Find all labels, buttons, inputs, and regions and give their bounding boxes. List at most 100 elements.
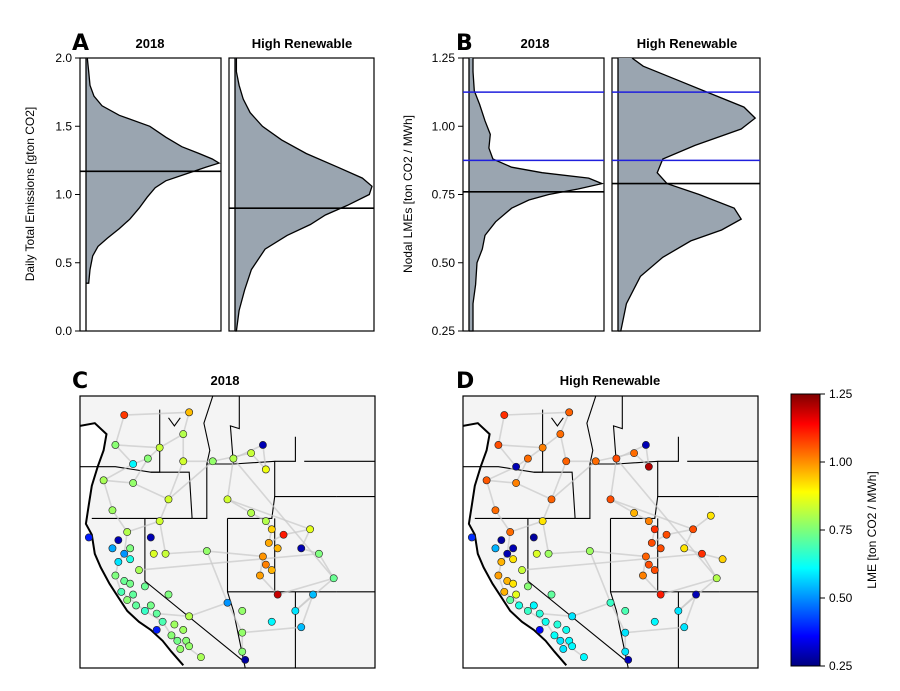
panel-c-node [123, 596, 132, 604]
panel-d-node [553, 620, 562, 629]
colorbar-tick-label: 0.25 [829, 659, 853, 673]
panel-d-transmission-line [666, 528, 694, 536]
panel-c-transmission-line [277, 577, 334, 596]
panel-d-node [467, 533, 476, 542]
panel-a-title-2018: 2018 [136, 36, 165, 51]
panel-d-node [524, 582, 532, 591]
panel-d-transmission-line [625, 626, 685, 634]
panel-c-node [256, 571, 264, 580]
panel-d-node [562, 457, 571, 466]
panel-c-node [126, 579, 135, 588]
panel-c-transmission-line [126, 520, 160, 533]
panel-d-transmission-line [677, 593, 697, 612]
panel-d-node [509, 544, 518, 553]
panel-d-state-border-7 [589, 396, 623, 465]
panel-c-transmission-line [283, 528, 311, 536]
panel-d-transmission-line [486, 465, 517, 482]
panel-c-node [161, 549, 170, 558]
panel-b-ytick-label: 0.75 [432, 188, 456, 202]
panel-a-density-fill-1 [235, 58, 372, 331]
panel-c-node [179, 430, 188, 438]
panel-c-node [202, 547, 211, 555]
panel-c-node [126, 555, 135, 564]
panel-c-node [297, 544, 306, 553]
panel-c-transmission-line [206, 550, 229, 604]
panel-c-node [197, 653, 205, 662]
panel-d-transmission-line [497, 414, 506, 446]
panel-d-node [630, 509, 638, 517]
panel-c-node [264, 538, 273, 547]
panel-c-node [238, 647, 247, 656]
panel-c-node [123, 528, 132, 536]
panel-c-node [99, 476, 108, 485]
panel-c-node [155, 443, 164, 452]
panel-d-transmission-line [550, 460, 567, 500]
panel-a-frame-1 [228, 57, 375, 332]
panel-d-node [606, 495, 615, 504]
panel-c-transmission-line [232, 458, 335, 579]
panel-c-transmission-line [206, 550, 263, 558]
panel-d-node [689, 525, 697, 534]
panel-c-transmission-line [132, 482, 169, 501]
panel-c-node [315, 549, 323, 558]
panel-c-transmission-line [259, 574, 279, 596]
panel-d-node [547, 590, 556, 599]
panel-c-node [267, 617, 276, 626]
panel-d-transmission-line [541, 520, 550, 554]
panel-c-node [306, 525, 314, 534]
panel-d-node [515, 601, 523, 610]
panel-c-transmission-line [103, 479, 134, 484]
panel-c-transmission-line [159, 433, 184, 449]
panel-d-transmission-line [559, 433, 568, 462]
panel-d-title: High Renewable [560, 373, 660, 388]
panel-c-node [129, 460, 137, 468]
panel-c-node [146, 533, 155, 542]
panel-c-ocean [80, 423, 184, 668]
panel-c-node [176, 645, 185, 653]
panel-a-ytick-label: 2.0 [55, 51, 72, 65]
panel-c-transmission-line [158, 520, 167, 554]
panel-c-state-border-9 [274, 436, 296, 462]
panel-c-node [223, 598, 232, 607]
panel-b-ylabel: Nodal LMEs [ton CO2 / MWh] [401, 115, 415, 273]
panel-c-node [114, 558, 123, 566]
panel-d-node [650, 525, 659, 534]
panel-d-transmission-line [548, 550, 590, 555]
panel-c-node [132, 601, 140, 610]
panel-c-transmission-line [294, 593, 314, 612]
panel-c-transmission-line [120, 591, 146, 612]
panel-d-transmission-line [642, 574, 662, 596]
panel-d-node [556, 430, 565, 438]
panel-d-transmission-line [503, 591, 529, 612]
panel-c-node [241, 655, 250, 664]
panel-c-state-border-16 [168, 417, 181, 427]
panel-a-ytick-label: 1.0 [55, 188, 72, 202]
panel-c-node [170, 620, 179, 629]
panel-c-title: 2018 [211, 373, 240, 388]
panel-a-ylabel: Daily Total Emissions [gton CO2] [23, 107, 37, 282]
panel-b-frame-0 [462, 57, 605, 332]
panel-d-node [585, 547, 594, 555]
panel-a-frame-0 [79, 57, 222, 332]
panel-d-node [591, 457, 600, 466]
panel-d-node [712, 574, 721, 583]
panel-c-transmission-line [188, 601, 228, 618]
panel-c-node [179, 457, 188, 466]
panel-c-node [185, 642, 194, 651]
panel-d-node [621, 606, 630, 615]
panel-letter-a: A [72, 31, 89, 56]
panel-b-density-plots: 0.25 0.50 0.75 1.00 1.25 [432, 51, 761, 338]
panel-d-node [698, 549, 706, 558]
panel-d-transmission-line [610, 498, 694, 531]
panel-d-state-border-3 [575, 396, 597, 519]
panel-d-node [568, 612, 577, 621]
panel-c-transmission-line [111, 509, 128, 533]
panel-c-node [167, 631, 176, 640]
panel-d-node [680, 623, 689, 632]
colorbar: 0.25 0.50 0.75 1.00 1.25 LME [ton CO2 / MWh] [790, 387, 879, 673]
panel-a-ytick-label: 1.5 [55, 119, 72, 133]
panel-d-node [680, 544, 689, 553]
panel-c-node [111, 441, 120, 449]
colorbar-tick-label: 1.00 [829, 455, 853, 469]
